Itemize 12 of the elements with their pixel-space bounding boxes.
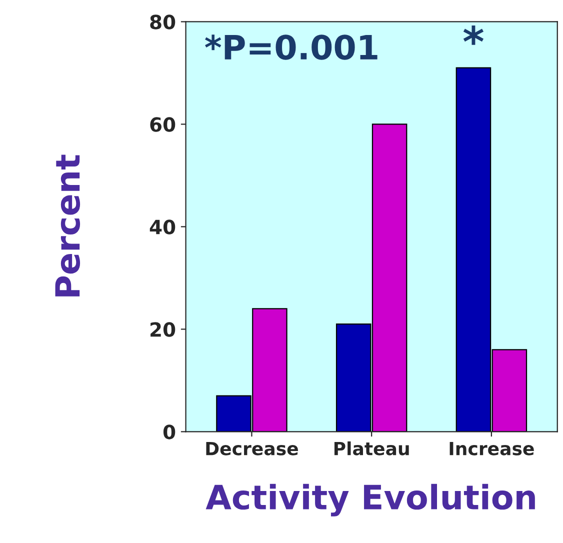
annotation: *	[463, 25, 484, 45]
y-tick-label: 40	[150, 220, 176, 234]
y-tick-label: 60	[150, 117, 176, 132]
y-axis-title: Percent	[55, 154, 80, 296]
x-tick-label: Decrease	[206, 442, 298, 456]
x-axis-title: Activity Evolution	[206, 484, 535, 516]
annotation: *P=0.001	[205, 34, 378, 60]
y-tick-label: 0	[163, 424, 176, 440]
y-tick-label: 20	[150, 322, 176, 337]
x-tick-label: Increase	[450, 442, 534, 456]
x-tick-label: Plateau	[334, 441, 409, 456]
y-tick-label: 80	[150, 14, 176, 30]
